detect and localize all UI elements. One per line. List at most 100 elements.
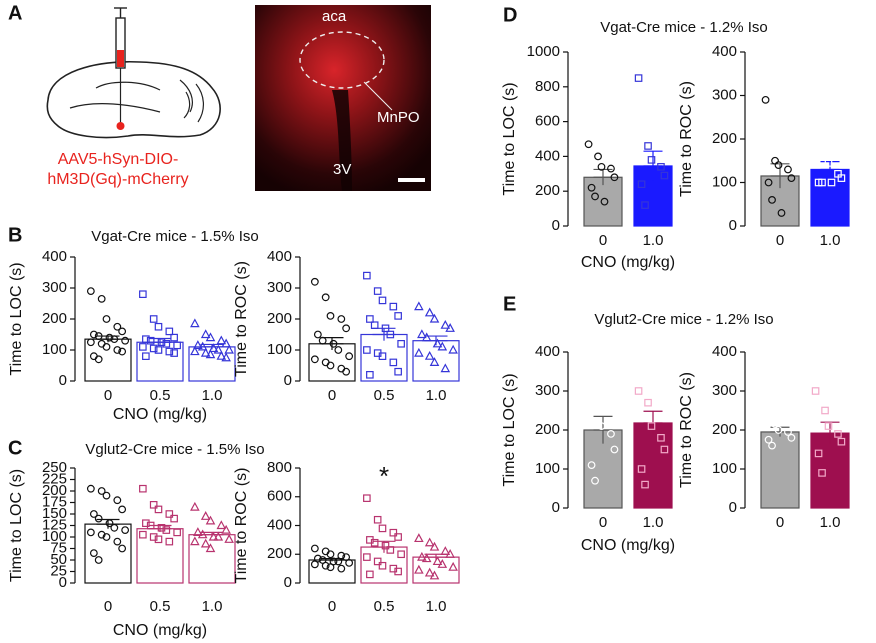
data-point — [86, 338, 95, 347]
y-tick-label: 200 — [712, 421, 737, 438]
data-point — [657, 434, 665, 442]
y-tick-label: 175 — [42, 493, 67, 510]
data-point — [771, 156, 779, 165]
data-point — [414, 301, 424, 311]
data-point — [373, 515, 382, 524]
x-axis-label: CNO (mg/kg) — [113, 406, 207, 423]
data-point — [378, 352, 387, 361]
data-point — [173, 528, 181, 537]
data-point — [190, 318, 200, 328]
bar — [360, 333, 408, 382]
y-tick-label: 0 — [552, 499, 560, 516]
x-tick-label: 0.5 — [374, 598, 395, 615]
data-point — [113, 322, 122, 331]
data-point — [827, 178, 836, 187]
data-point — [386, 546, 395, 554]
data-point — [834, 430, 842, 438]
data-point — [389, 302, 398, 311]
data-point — [165, 537, 174, 546]
data-point — [170, 349, 178, 357]
data-point — [326, 563, 335, 572]
data-point — [584, 140, 593, 149]
data-point — [637, 465, 646, 473]
y-tick-label: 300 — [712, 382, 737, 399]
y-tick-label: 250 — [42, 459, 67, 476]
data-point — [94, 332, 103, 340]
bar-chart: 0 100 200 300 400 Time to ROC (s) 0 1.0 — [678, 343, 850, 531]
data-point — [149, 315, 158, 323]
y-tick-label: 50 — [50, 551, 67, 568]
data-point — [190, 501, 200, 511]
data-point — [97, 487, 106, 495]
data-point — [394, 567, 402, 576]
x-tick-label: 0 — [599, 514, 607, 531]
data-point — [814, 449, 823, 458]
data-point — [366, 315, 374, 323]
data-point — [429, 570, 440, 580]
y-tick-label: 300 — [267, 279, 292, 296]
x-tick-label: 0 — [328, 387, 336, 404]
data-point — [660, 171, 669, 180]
data-point — [394, 367, 402, 376]
y-tick-label: 400 — [535, 147, 560, 164]
y-tick-label: 150 — [42, 505, 67, 522]
virus-label: AAV5-hSyn-DIO- — [58, 151, 179, 168]
chart-title: Vgat-Cre mice - 1.5% Iso — [91, 228, 259, 245]
data-point — [597, 422, 606, 431]
x-tick-label: 0 — [599, 232, 607, 249]
data-point — [761, 410, 770, 419]
x-tick-label: 1.0 — [643, 514, 664, 531]
data-point — [784, 165, 792, 174]
data-point — [86, 484, 95, 493]
data-point — [641, 201, 649, 209]
data-point — [89, 549, 98, 557]
bar-chart: 0 100 200 300 400 Time to ROC (s) 0 0.5 1.0 — [233, 248, 460, 404]
data-point — [154, 322, 163, 331]
data-point — [597, 162, 606, 171]
data-point — [584, 367, 593, 376]
y-tick-label: 0 — [59, 372, 67, 389]
data-point — [764, 435, 773, 444]
data-point — [424, 567, 435, 577]
y-tick-label: 400 — [267, 248, 292, 265]
data-point — [363, 553, 371, 561]
panel-letter: C — [8, 437, 22, 459]
data-point — [370, 538, 379, 547]
data-point — [837, 174, 846, 182]
data-point — [607, 430, 615, 438]
data-point — [97, 294, 106, 303]
data-point — [342, 367, 351, 376]
data-point — [105, 333, 114, 342]
data-point — [200, 329, 211, 339]
data-point — [102, 315, 111, 323]
y-tick-label: 100 — [267, 341, 292, 358]
data-point — [440, 319, 451, 329]
data-point — [139, 343, 147, 351]
data-point — [811, 387, 820, 395]
y-tick-label: 200 — [267, 310, 292, 327]
significance: * — [379, 461, 389, 491]
data-point — [394, 312, 402, 320]
data-point — [774, 426, 783, 434]
data-point — [429, 357, 440, 366]
data-point — [221, 338, 231, 348]
y-tick-label: 300 — [712, 86, 737, 103]
data-point — [634, 74, 643, 82]
data-point — [381, 541, 390, 550]
data-point — [657, 163, 665, 171]
data-point — [610, 445, 619, 454]
data-point — [110, 523, 119, 532]
brain-detail — [69, 79, 204, 123]
data-point — [86, 287, 95, 296]
x-tick-label: 0 — [328, 598, 336, 615]
data-point — [591, 192, 599, 201]
data-point — [660, 445, 669, 454]
data-point — [221, 352, 231, 362]
data-point — [97, 530, 106, 539]
data-point — [142, 352, 150, 361]
data-point — [193, 340, 203, 349]
y-tick-label: 400 — [535, 343, 560, 360]
data-point — [318, 336, 327, 345]
data-point — [310, 544, 319, 553]
x-tick-label: 1.0 — [426, 598, 447, 615]
